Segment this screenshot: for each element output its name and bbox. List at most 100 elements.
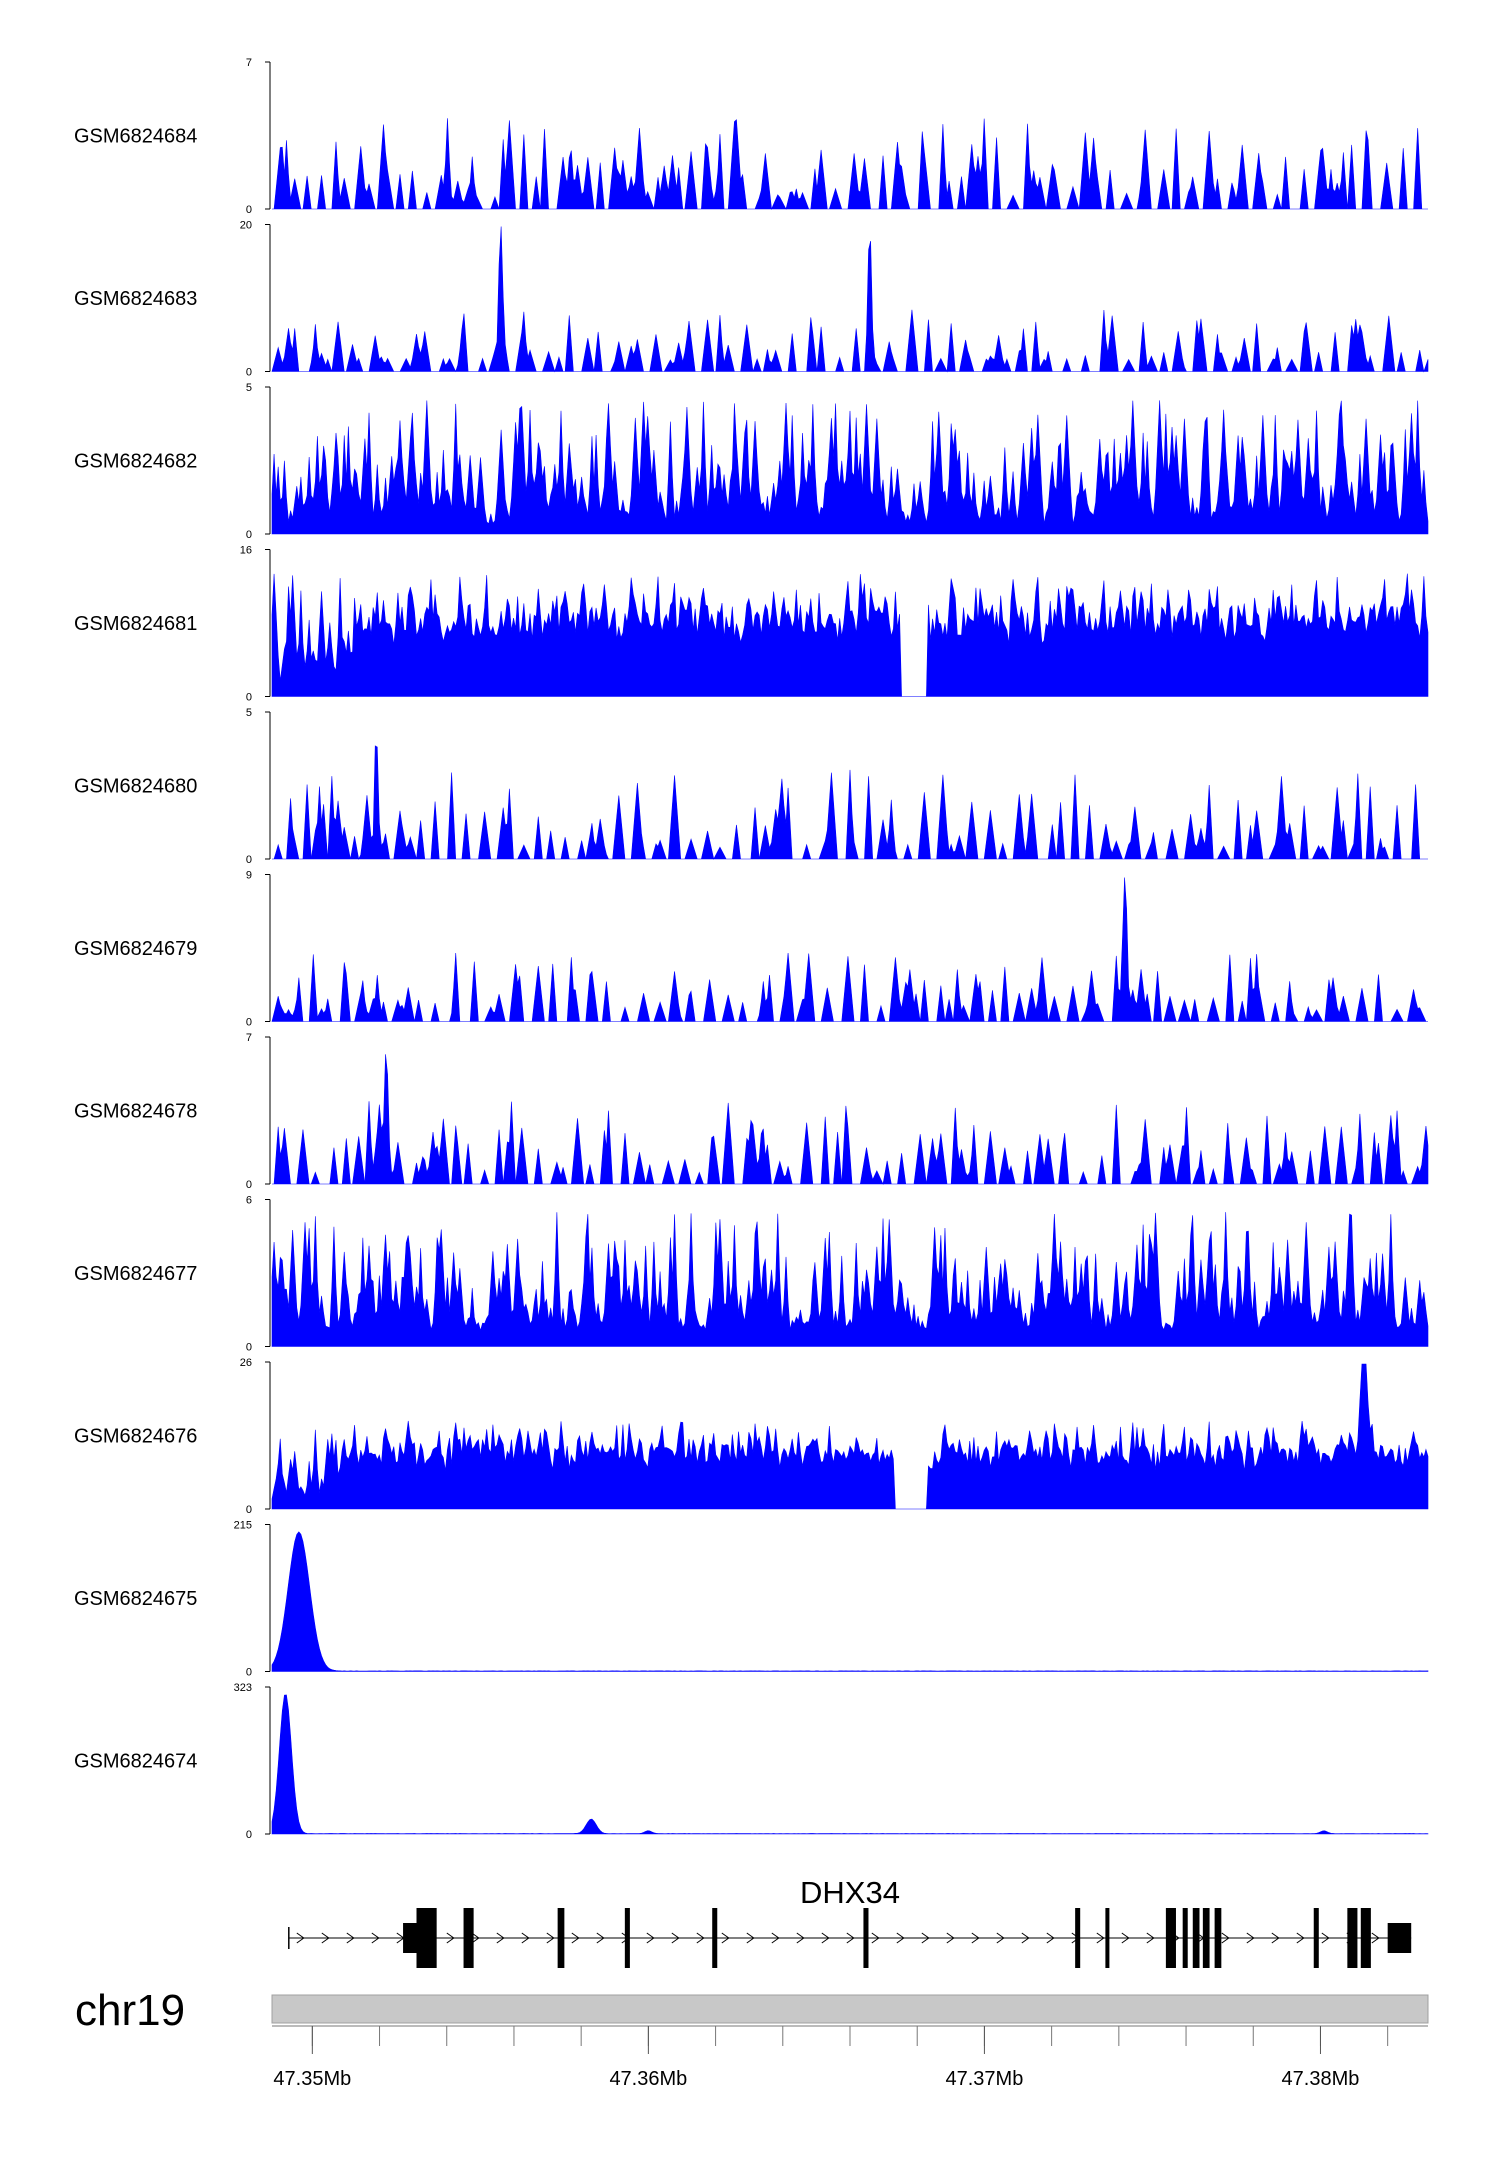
track-GSM6824675: GSM6824675 215 0	[74, 1520, 1429, 1679]
gene-exon	[1075, 1908, 1081, 1968]
track-ymin-label: 0	[246, 1179, 252, 1191]
track-GSM6824677: GSM6824677 6 0	[74, 1195, 1429, 1354]
strand-arrow-icon	[946, 1932, 955, 1944]
axis-tick-label: 47.35Mb	[273, 2068, 351, 2090]
strand-arrow-icon	[821, 1932, 830, 1944]
track-label: GSM6824676	[74, 1426, 197, 1448]
gene-exon	[1313, 1908, 1319, 1968]
track-ymax-label: 20	[240, 220, 252, 232]
strand-arrow-icon	[721, 1932, 730, 1944]
strand-arrow-icon	[1221, 1932, 1230, 1944]
chromosome-label: chr19	[75, 1986, 185, 2035]
track-ymax-label: 9	[246, 870, 252, 882]
track-GSM6824681: GSM6824681 16 0	[74, 545, 1429, 704]
track-ymin-label: 0	[246, 1342, 252, 1354]
coverage-area	[271, 226, 1429, 373]
track-GSM6824680: GSM6824680 5 0	[74, 707, 1428, 866]
track-label: GSM6824681	[74, 613, 197, 635]
coverage-area	[271, 573, 1429, 697]
strand-arrow-icon	[1021, 1932, 1030, 1944]
track-ymin-label: 0	[246, 1667, 252, 1679]
gene-exon	[416, 1908, 437, 1968]
strand-arrow-icon	[596, 1932, 605, 1944]
gene-exon	[1182, 1908, 1188, 1968]
gene-exon	[1347, 1908, 1358, 1968]
gene-exon	[463, 1908, 474, 1968]
track-ymin-label: 0	[246, 1504, 252, 1516]
gene-exon	[863, 1908, 869, 1968]
chromosome-axis-track: chr19 47.35Mb 47.36Mb 47.37Mb 47.38Mb	[75, 1986, 1429, 2090]
strand-arrow-icon	[346, 1932, 355, 1944]
track-ymax-label: 323	[234, 1682, 252, 1694]
track-ymin-label: 0	[246, 692, 252, 704]
strand-arrow-icon	[521, 1932, 530, 1944]
gene-exon	[1214, 1908, 1222, 1968]
track-ymax-label: 6	[246, 1195, 252, 1207]
gene-exon	[624, 1908, 630, 1968]
track-label: GSM6824679	[74, 938, 197, 960]
track-ymax-label: 215	[234, 1520, 252, 1532]
track-ymax-label: 7	[246, 1032, 252, 1044]
strand-arrow-icon	[1271, 1932, 1280, 1944]
strand-arrow-icon	[1096, 1932, 1105, 1944]
track-ymin-label: 0	[246, 1829, 252, 1841]
gene-model-track: DHX34	[288, 1875, 1412, 1968]
coverage-area	[271, 400, 1429, 535]
strand-arrow-icon	[846, 1932, 855, 1944]
track-GSM6824679: GSM6824679 9 0	[74, 870, 1428, 1029]
strand-arrow-icon	[546, 1932, 555, 1944]
gene-exon	[1202, 1908, 1210, 1968]
track-GSM6824683: GSM6824683 20 0	[74, 220, 1429, 379]
track-ymax-label: 5	[246, 707, 252, 719]
track-ymin-label: 0	[246, 204, 252, 216]
axis-tick-label: 47.38Mb	[1282, 2068, 1360, 2090]
track-label: GSM6824677	[74, 1263, 197, 1285]
strand-arrow-icon	[771, 1932, 780, 1944]
strand-arrow-icon	[1296, 1932, 1305, 1944]
strand-arrow-icon	[796, 1932, 805, 1944]
track-label: GSM6824675	[74, 1588, 197, 1610]
strand-arrow-icon	[921, 1932, 930, 1944]
coverage-area	[271, 877, 1428, 1022]
track-ymin-label: 0	[246, 1017, 252, 1029]
strand-arrow-icon	[321, 1932, 330, 1944]
strand-arrow-icon	[871, 1932, 880, 1944]
strand-arrow-icon	[496, 1932, 505, 1944]
strand-arrow-icon	[1146, 1932, 1155, 1944]
track-GSM6824676: GSM6824676 26 0	[74, 1357, 1429, 1516]
gene-exon	[557, 1908, 565, 1968]
strand-arrow-icon	[746, 1932, 755, 1944]
strand-arrow-icon	[646, 1932, 655, 1944]
strand-arrow-icon	[1046, 1932, 1055, 1944]
track-ymax-label: 26	[240, 1357, 252, 1369]
strand-arrow-icon	[571, 1932, 580, 1944]
track-ymax-label: 16	[240, 545, 252, 557]
gene-exon	[403, 1923, 417, 1953]
track-GSM6824684: GSM6824684 7 0	[74, 57, 1428, 216]
coverage-tracks: GSM682468470GSM6824683200GSM682468250GSM…	[74, 57, 1429, 1841]
strand-arrow-icon	[971, 1932, 980, 1944]
coverage-area	[272, 118, 1428, 211]
coverage-area	[272, 745, 1428, 860]
gene-exon	[1165, 1908, 1176, 1968]
strand-arrow-icon	[1246, 1932, 1255, 1944]
gene-exon	[1387, 1923, 1412, 1953]
gene-exon	[1360, 1908, 1371, 1968]
chromosome-ideogram	[271, 1994, 1429, 2024]
track-label: GSM6824684	[74, 126, 197, 148]
track-ymin-label: 0	[246, 854, 252, 866]
track-label: GSM6824683	[74, 288, 197, 310]
track-label: GSM6824680	[74, 776, 197, 798]
strand-arrow-icon	[1371, 1932, 1380, 1944]
strand-arrow-icon	[471, 1932, 480, 1944]
strand-arrow-icon	[1121, 1932, 1130, 1944]
gene-exon	[712, 1908, 718, 1968]
track-GSM6824678: GSM6824678 7 0	[74, 1032, 1429, 1191]
track-GSM6824682: GSM6824682 5 0	[74, 382, 1429, 541]
axis-tick-label: 47.37Mb	[945, 2068, 1023, 2090]
strand-arrow-icon	[446, 1932, 455, 1944]
track-ymin-label: 0	[246, 529, 252, 541]
coverage-area	[271, 1212, 1429, 1347]
track-label: GSM6824682	[74, 451, 197, 473]
